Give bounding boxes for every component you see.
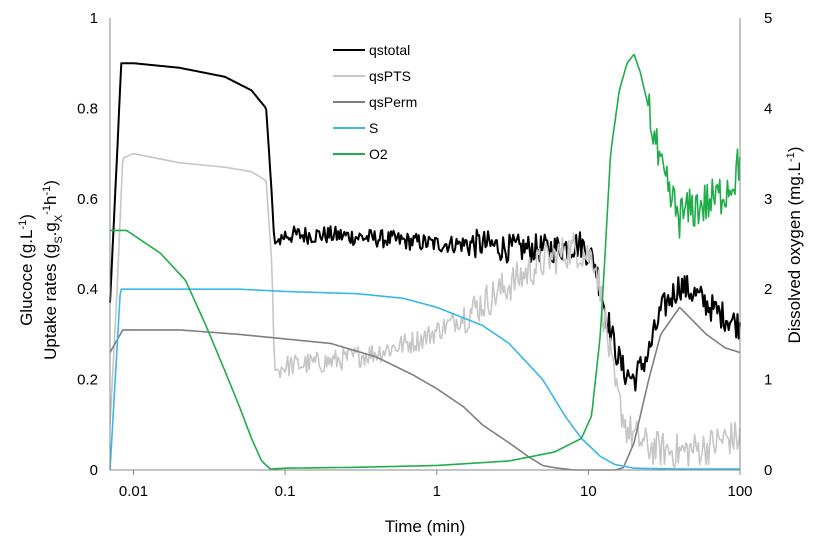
- legend-label-qstotal: qstotal: [369, 42, 410, 58]
- legend-label-O2: O2: [369, 146, 388, 162]
- y-tick-label-left: 0.2: [77, 372, 98, 389]
- legend: qstotal qsPTS qsPerm S O2: [333, 42, 417, 162]
- series-line-S: [109, 288, 740, 471]
- y-axis-label-left-glucose: Glucoce (g.L-1): [17, 214, 36, 326]
- x-tick-label: 10: [580, 483, 597, 500]
- y-label-left-2-end: ): [41, 180, 60, 186]
- x-tick-label: 1: [433, 483, 441, 500]
- y-tick-label-right: 1: [764, 372, 772, 389]
- plot-area: [109, 53, 741, 471]
- y-label-left-1-sup: -1: [17, 220, 29, 230]
- x-tick-label: 0.1: [275, 483, 296, 500]
- y-axis-label-right: Dissolved oxygen (mg.L-1): [785, 147, 804, 344]
- y-tick-label-right: 3: [764, 191, 772, 208]
- y-label-left-2-sub2: X: [53, 214, 65, 222]
- y-tick-label-right: 4: [764, 100, 772, 117]
- y-label-left-2-sup1: -1: [41, 205, 53, 215]
- series-line-qstotal: [109, 62, 741, 392]
- y-tick-label-right: 5: [764, 10, 772, 27]
- y-label-right-main: Dissolved oxygen (mg.L: [785, 162, 804, 343]
- y-label-left-2-sup2: -1: [41, 186, 53, 196]
- x-tick-labels: 0.01 0.1 1 10 100: [119, 470, 753, 500]
- y-tick-label-left: 0: [90, 462, 98, 479]
- series-line-qsPerm: [109, 306, 741, 471]
- y-label-left-2-sub1: S: [53, 236, 65, 243]
- y-tick-label-left: 0.8: [77, 100, 98, 117]
- y-label-left-2-main: Uptake rates (g: [41, 244, 60, 360]
- y-tick-label-right: 2: [764, 281, 772, 298]
- x-tick-label: 0.01: [119, 483, 148, 500]
- y-label-left-1-main: Glucoce (g.L: [17, 230, 36, 326]
- y-axis-label-left-uptake: Uptake rates (gS.gX-1h-1): [41, 180, 65, 360]
- legend-label-qsPerm: qsPerm: [369, 94, 417, 110]
- x-tick-label: 100: [727, 483, 752, 500]
- y-label-left-1-end: ): [17, 214, 36, 220]
- series-line-O2: [110, 53, 741, 470]
- y-tick-label-left: 0.4: [77, 281, 98, 298]
- x-axis-label: Time (min): [385, 517, 466, 536]
- y-label-right-end: ): [785, 147, 804, 153]
- y-tick-label-left: 1: [90, 10, 98, 27]
- y-tick-labels-left: 0 0.2 0.4 0.6 0.8 1: [77, 10, 98, 479]
- y-label-right-sup: -1: [785, 152, 797, 162]
- y-label-left-2-dot: .g: [41, 222, 60, 236]
- y-tick-labels-right: 0 1 2 3 4 5: [764, 10, 772, 479]
- y-tick-label-right: 0: [764, 462, 772, 479]
- legend-label-qsPTS: qsPTS: [369, 68, 411, 84]
- series-line-qsPTS: [109, 152, 741, 469]
- legend-label-S: S: [369, 120, 378, 136]
- y-tick-label-left: 0.6: [77, 191, 98, 208]
- y-label-left-2-h: h: [41, 196, 60, 205]
